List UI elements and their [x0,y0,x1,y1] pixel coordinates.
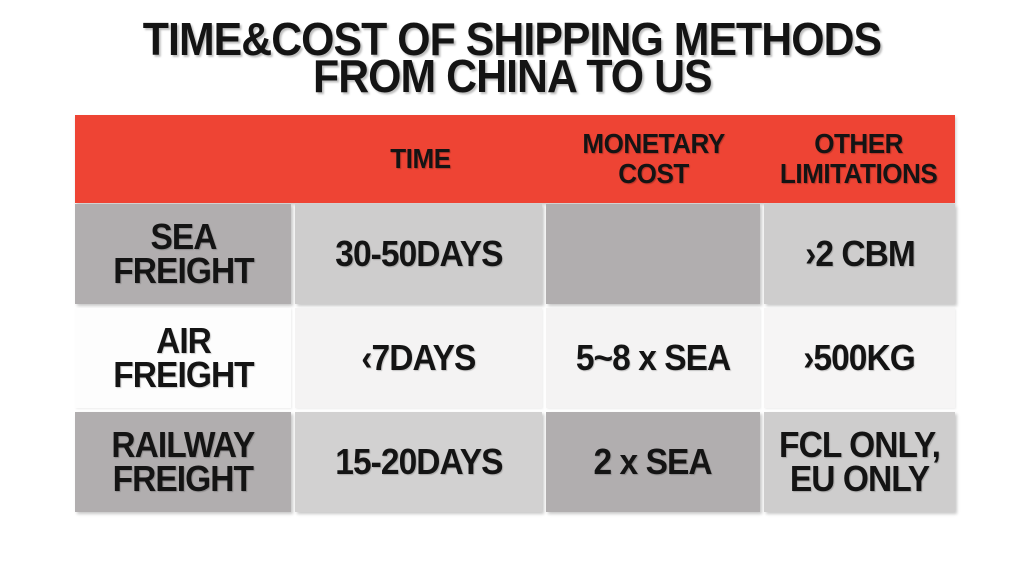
header-time-text: TIME [389,143,451,174]
air-freight-limitations-cell: ›500KG [764,308,955,408]
sea-freight-cost-cell [546,204,760,304]
title-line-1: TIME&COST OF SHIPPING METHODS [0,13,1024,65]
air-freight-label-cell: AIR FREIGHT [75,308,291,408]
title-line-2: FROM CHINA TO US [0,50,1024,102]
header-cell-other-limitations: OTHER LIMITATIONS [762,115,955,203]
title-line-1-text: TIME&COST OF SHIPPING METHODS [142,13,882,65]
air-freight-label-text: AIR FREIGHT [112,320,254,395]
sea-freight-label-cell: SEA FREIGHT [75,204,291,304]
header-cell-blank [75,115,295,203]
table-row-sea-freight: SEA FREIGHT 30-50DAYS ›2 CBM [75,204,955,304]
air-freight-time-cell: ‹7DAYS [295,308,542,408]
sea-freight-label-text: SEA FREIGHT [112,216,254,291]
header-other-limitations-text: OTHER LIMITATIONS [779,128,938,189]
air-freight-time-text: ‹7DAYS [361,337,476,378]
title-line-2-text: FROM CHINA TO US [312,50,713,102]
railway-freight-limitations-text: FCL ONLY, EU ONLY [779,424,941,499]
header-monetary-cost-text: MONETARY COST [582,128,725,189]
railway-freight-limitations-cell: FCL ONLY, EU ONLY [764,412,955,512]
sea-freight-limitations-cell: ›2 CBM [764,204,955,304]
sea-freight-time-cell: 30-50DAYS [295,204,542,304]
header-cell-monetary-cost: MONETARY COST [545,115,762,203]
railway-freight-cost-text: 2 x SEA [593,441,713,482]
sea-freight-limitations-text: ›2 CBM [804,233,916,274]
air-freight-cost-text: 5~8 x SEA [575,337,731,378]
railway-freight-label-text: RAILWAY FREIGHT [111,424,256,499]
table-row-railway-freight: RAILWAY FREIGHT 15-20DAYS 2 x SEA FCL ON… [75,412,955,512]
shipping-methods-table: TIME MONETARY COST OTHER LIMITATIONS SEA… [75,115,955,512]
railway-freight-time-cell: 15-20DAYS [295,412,542,512]
railway-freight-cost-cell: 2 x SEA [546,412,760,512]
sea-freight-time-text: 30-50DAYS [334,233,503,274]
header-cell-time: TIME [295,115,545,203]
table-row-air-freight: AIR FREIGHT ‹7DAYS 5~8 x SEA ›500KG [75,308,955,408]
air-freight-limitations-text: ›500KG [803,337,917,378]
page-title: TIME&COST OF SHIPPING METHODS FROM CHINA… [0,13,1024,102]
railway-freight-time-text: 15-20DAYS [334,441,503,482]
air-freight-cost-cell: 5~8 x SEA [546,308,760,408]
railway-freight-label-cell: RAILWAY FREIGHT [75,412,291,512]
table-header-row: TIME MONETARY COST OTHER LIMITATIONS [75,115,955,203]
